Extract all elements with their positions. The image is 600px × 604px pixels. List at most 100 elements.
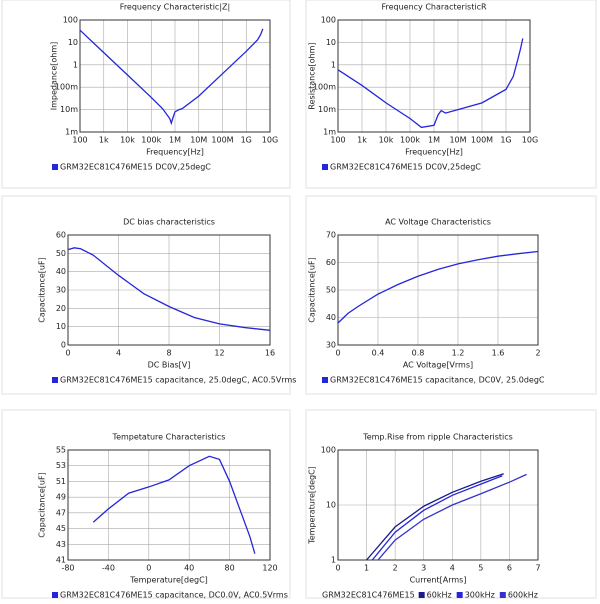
- x-tick-label: 2: [393, 564, 398, 573]
- x-tick-label: -80: [61, 564, 74, 573]
- y-tick-label: 1m: [65, 128, 78, 137]
- x-axis-label: Frequency[Hz]: [146, 148, 204, 157]
- x-tick-label: 1.2: [452, 349, 465, 358]
- x-tick-label: 7: [535, 564, 540, 573]
- chart-title: Tempetature Characteristics: [112, 433, 226, 442]
- legend-swatch: [456, 592, 463, 598]
- x-tick-label: 10M: [190, 136, 207, 145]
- x-tick-label: -40: [102, 564, 115, 573]
- y-tick-label: 50: [326, 286, 336, 295]
- y-axis-label: Temperature[degC]: [308, 466, 317, 545]
- series-line: [337, 250, 539, 324]
- plot-frame: [337, 19, 531, 133]
- x-axis-label: Temperature[degC]: [129, 576, 208, 585]
- legend-label: 60kHz: [427, 591, 452, 600]
- series-line: [337, 38, 524, 129]
- legend-swatch: [52, 377, 58, 383]
- x-axis-label: Frequency[Hz]: [405, 148, 463, 157]
- legend-label: GRM32EC81C476ME15 capacitance, DC0.0V, A…: [60, 591, 288, 600]
- plot-frame: [67, 234, 271, 346]
- y-tick-label: 40: [56, 267, 66, 276]
- y-axis-label: Capacitance[uF]: [308, 257, 317, 322]
- y-tick-label: 1: [331, 60, 336, 69]
- x-tick-label: 100M: [471, 136, 493, 145]
- x-tick-label: 100: [72, 136, 87, 145]
- series-line: [92, 455, 256, 554]
- x-tick-label: 10M: [449, 136, 466, 145]
- y-tick-label: 1m: [323, 128, 336, 137]
- x-tick-label: 100M: [211, 136, 233, 145]
- y-tick-label: 100: [321, 446, 336, 455]
- x-tick-label: 1k: [357, 136, 367, 145]
- x-tick-label: 0.4: [372, 349, 385, 358]
- y-tick-label: 100m: [55, 83, 78, 92]
- legend-label: 300kHz: [465, 591, 495, 600]
- x-tick-label: 1G: [241, 136, 252, 145]
- x-tick-label: 2: [535, 349, 540, 358]
- y-tick-label: 55: [56, 446, 66, 455]
- y-axis-label: Capacitance[uF]: [38, 257, 47, 322]
- x-tick-label: 0.8: [412, 349, 425, 358]
- x-tick-label: 100: [330, 136, 345, 145]
- x-tick-label: 5: [478, 564, 483, 573]
- y-tick-label: 70: [326, 231, 336, 240]
- y-tick-label: 1: [73, 60, 78, 69]
- legend-swatch: [499, 592, 506, 598]
- x-tick-label: 3: [421, 564, 426, 573]
- plot-frame: [79, 19, 271, 133]
- y-tick-label: 40: [326, 313, 336, 322]
- y-tick-label: 51: [56, 477, 66, 486]
- y-tick-label: 10: [56, 322, 66, 331]
- y-tick-label: 60: [56, 231, 66, 240]
- legend-swatch: [52, 164, 58, 170]
- legend-swatch: [52, 592, 58, 598]
- chart-title: Temp.Rise from ripple Characteristics: [362, 433, 513, 442]
- x-tick-label: 0: [65, 349, 70, 358]
- y-tick-label: 100: [321, 16, 336, 25]
- x-tick-label: 8: [166, 349, 171, 358]
- x-tick-label: 1M: [169, 136, 181, 145]
- y-tick-label: 53: [56, 461, 66, 470]
- series-line: [366, 473, 504, 561]
- x-tick-label: 1k: [99, 136, 109, 145]
- y-tick-label: 100: [63, 16, 78, 25]
- y-axis-label: Impedance[ohm]: [50, 42, 59, 111]
- legend-label: GRM32EC81C476ME15 capacitance, DC0V, 25.…: [330, 376, 545, 385]
- legend-swatch: [322, 377, 328, 383]
- chart-title: AC Voltage Characteristics: [385, 218, 491, 227]
- x-axis-label: Current[Arms]: [410, 576, 467, 585]
- plot-frame: [67, 449, 271, 561]
- y-tick-label: 41: [56, 556, 66, 565]
- y-tick-label: 60: [326, 258, 336, 267]
- x-tick-label: 0: [335, 564, 340, 573]
- y-tick-label: 1: [331, 556, 336, 565]
- x-tick-label: 0: [335, 349, 340, 358]
- x-tick-label: 0: [146, 564, 151, 573]
- y-axis-label: Resistance[ohm]: [308, 42, 317, 109]
- chart-title: Frequency CharacteristicR: [381, 3, 487, 12]
- x-tick-label: 1M: [428, 136, 440, 145]
- x-tick-label: 1: [364, 564, 369, 573]
- x-axis-label: DC Bias[V]: [148, 361, 191, 370]
- x-tick-label: 1G: [500, 136, 511, 145]
- chart-title: Frequency Characteristic|Z|: [120, 3, 230, 12]
- y-tick-label: 43: [56, 540, 66, 549]
- x-tick-label: 10k: [120, 136, 135, 145]
- legend-label: GRM32EC81C476ME15 DC0V,25degC: [330, 163, 481, 172]
- legend-title: GRM32EC81C476ME15: [322, 591, 415, 600]
- y-tick-label: 10: [326, 38, 336, 47]
- series-line: [371, 475, 503, 561]
- y-tick-label: 49: [56, 493, 66, 502]
- series-line: [79, 28, 264, 126]
- y-tick-label: 20: [56, 304, 66, 313]
- x-tick-label: 12: [214, 349, 224, 358]
- y-tick-label: 10m: [60, 105, 78, 114]
- plot-frame: [337, 234, 539, 346]
- x-tick-label: 16: [265, 349, 275, 358]
- y-tick-label: 10: [326, 501, 336, 510]
- y-tick-label: 0: [61, 341, 66, 350]
- legend-label: 600kHz: [508, 591, 538, 600]
- y-tick-label: 100m: [313, 83, 336, 92]
- plot-frame: [337, 449, 539, 561]
